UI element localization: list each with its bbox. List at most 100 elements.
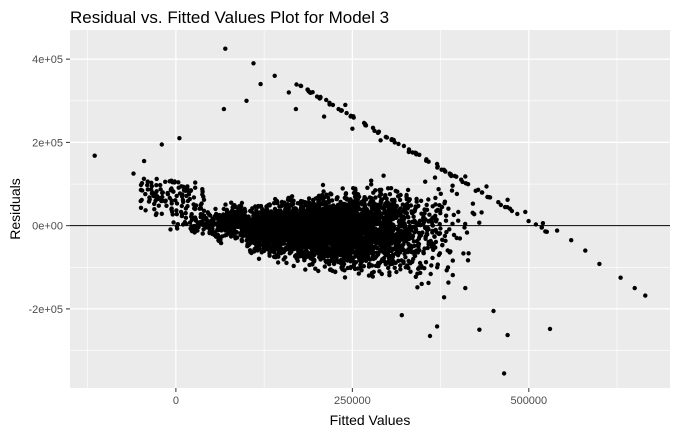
data-point [408, 269, 413, 274]
data-point [291, 208, 296, 213]
data-point [263, 213, 268, 218]
data-point [330, 268, 335, 273]
data-point [477, 327, 482, 332]
data-point [306, 205, 311, 210]
data-point [409, 250, 415, 255]
data-point [597, 261, 602, 267]
data-point [143, 208, 148, 213]
data-point [434, 217, 439, 222]
data-point [333, 250, 338, 255]
data-point [339, 227, 344, 232]
data-point [286, 213, 291, 218]
data-point [183, 215, 189, 220]
data-point [198, 206, 204, 211]
data-point [318, 257, 323, 262]
data-point [442, 233, 448, 239]
data-point [367, 240, 372, 246]
data-point [397, 219, 403, 225]
data-point [252, 249, 257, 254]
data-point [320, 182, 326, 188]
data-point [414, 151, 419, 156]
data-point [418, 270, 423, 276]
data-point [392, 240, 398, 245]
data-point [403, 237, 409, 242]
data-point [291, 213, 296, 218]
data-point [351, 244, 357, 250]
data-point [359, 268, 364, 273]
data-point [376, 129, 382, 134]
data-point [445, 248, 450, 253]
data-point [284, 260, 289, 266]
data-point [435, 165, 440, 170]
data-point [145, 187, 150, 192]
y-tick-label: -2e+05 [28, 304, 63, 316]
data-point [336, 239, 341, 244]
data-point [399, 230, 404, 236]
data-point [316, 201, 321, 207]
data-point [367, 261, 372, 267]
data-point [392, 265, 397, 270]
data-point [221, 212, 226, 217]
data-point [349, 248, 355, 253]
data-point [397, 236, 402, 242]
data-point [402, 210, 408, 215]
data-point [146, 199, 152, 204]
y-axis-title: Residuals [7, 178, 23, 239]
data-point [388, 222, 393, 228]
data-point [353, 206, 359, 212]
data-point [388, 235, 394, 241]
data-point [466, 251, 471, 256]
data-point [372, 128, 377, 133]
data-point [199, 201, 204, 206]
data-point [234, 218, 239, 223]
data-point [364, 257, 369, 262]
data-point [427, 212, 432, 217]
chart-title: Residual vs. Fitted Values Plot for Mode… [70, 8, 389, 27]
data-point [270, 222, 275, 228]
data-point [222, 215, 227, 221]
data-point [435, 207, 440, 213]
data-point [338, 199, 343, 205]
data-point [433, 202, 438, 207]
data-point [256, 237, 262, 243]
data-point [360, 199, 366, 204]
data-point [328, 234, 333, 239]
data-point [168, 227, 173, 232]
data-point [283, 247, 288, 252]
data-point [433, 245, 438, 250]
data-point [357, 215, 362, 220]
data-point [396, 141, 401, 147]
data-point [277, 210, 282, 215]
data-point [288, 241, 293, 246]
data-point [583, 248, 588, 253]
data-point [320, 231, 325, 236]
data-point [365, 185, 370, 190]
data-point [275, 241, 280, 246]
data-point [298, 83, 303, 89]
data-point [399, 313, 404, 318]
data-point [321, 217, 326, 223]
data-point [256, 256, 262, 261]
data-point [156, 203, 161, 208]
data-point [417, 248, 422, 253]
data-point [158, 182, 163, 188]
data-point [173, 198, 178, 203]
data-point [306, 234, 312, 239]
data-point [239, 204, 244, 209]
data-point [351, 229, 356, 234]
data-point [358, 258, 364, 263]
data-point [381, 173, 386, 178]
data-point [139, 181, 145, 186]
data-point [308, 246, 314, 251]
data-point [388, 262, 393, 267]
data-point [256, 221, 261, 227]
data-point [398, 209, 403, 214]
data-point [316, 268, 321, 274]
data-point [339, 207, 344, 212]
data-point [472, 212, 477, 217]
data-point [371, 190, 376, 195]
data-point [211, 220, 216, 225]
data-point [415, 285, 420, 290]
data-point [319, 201, 324, 206]
data-point [277, 220, 283, 225]
